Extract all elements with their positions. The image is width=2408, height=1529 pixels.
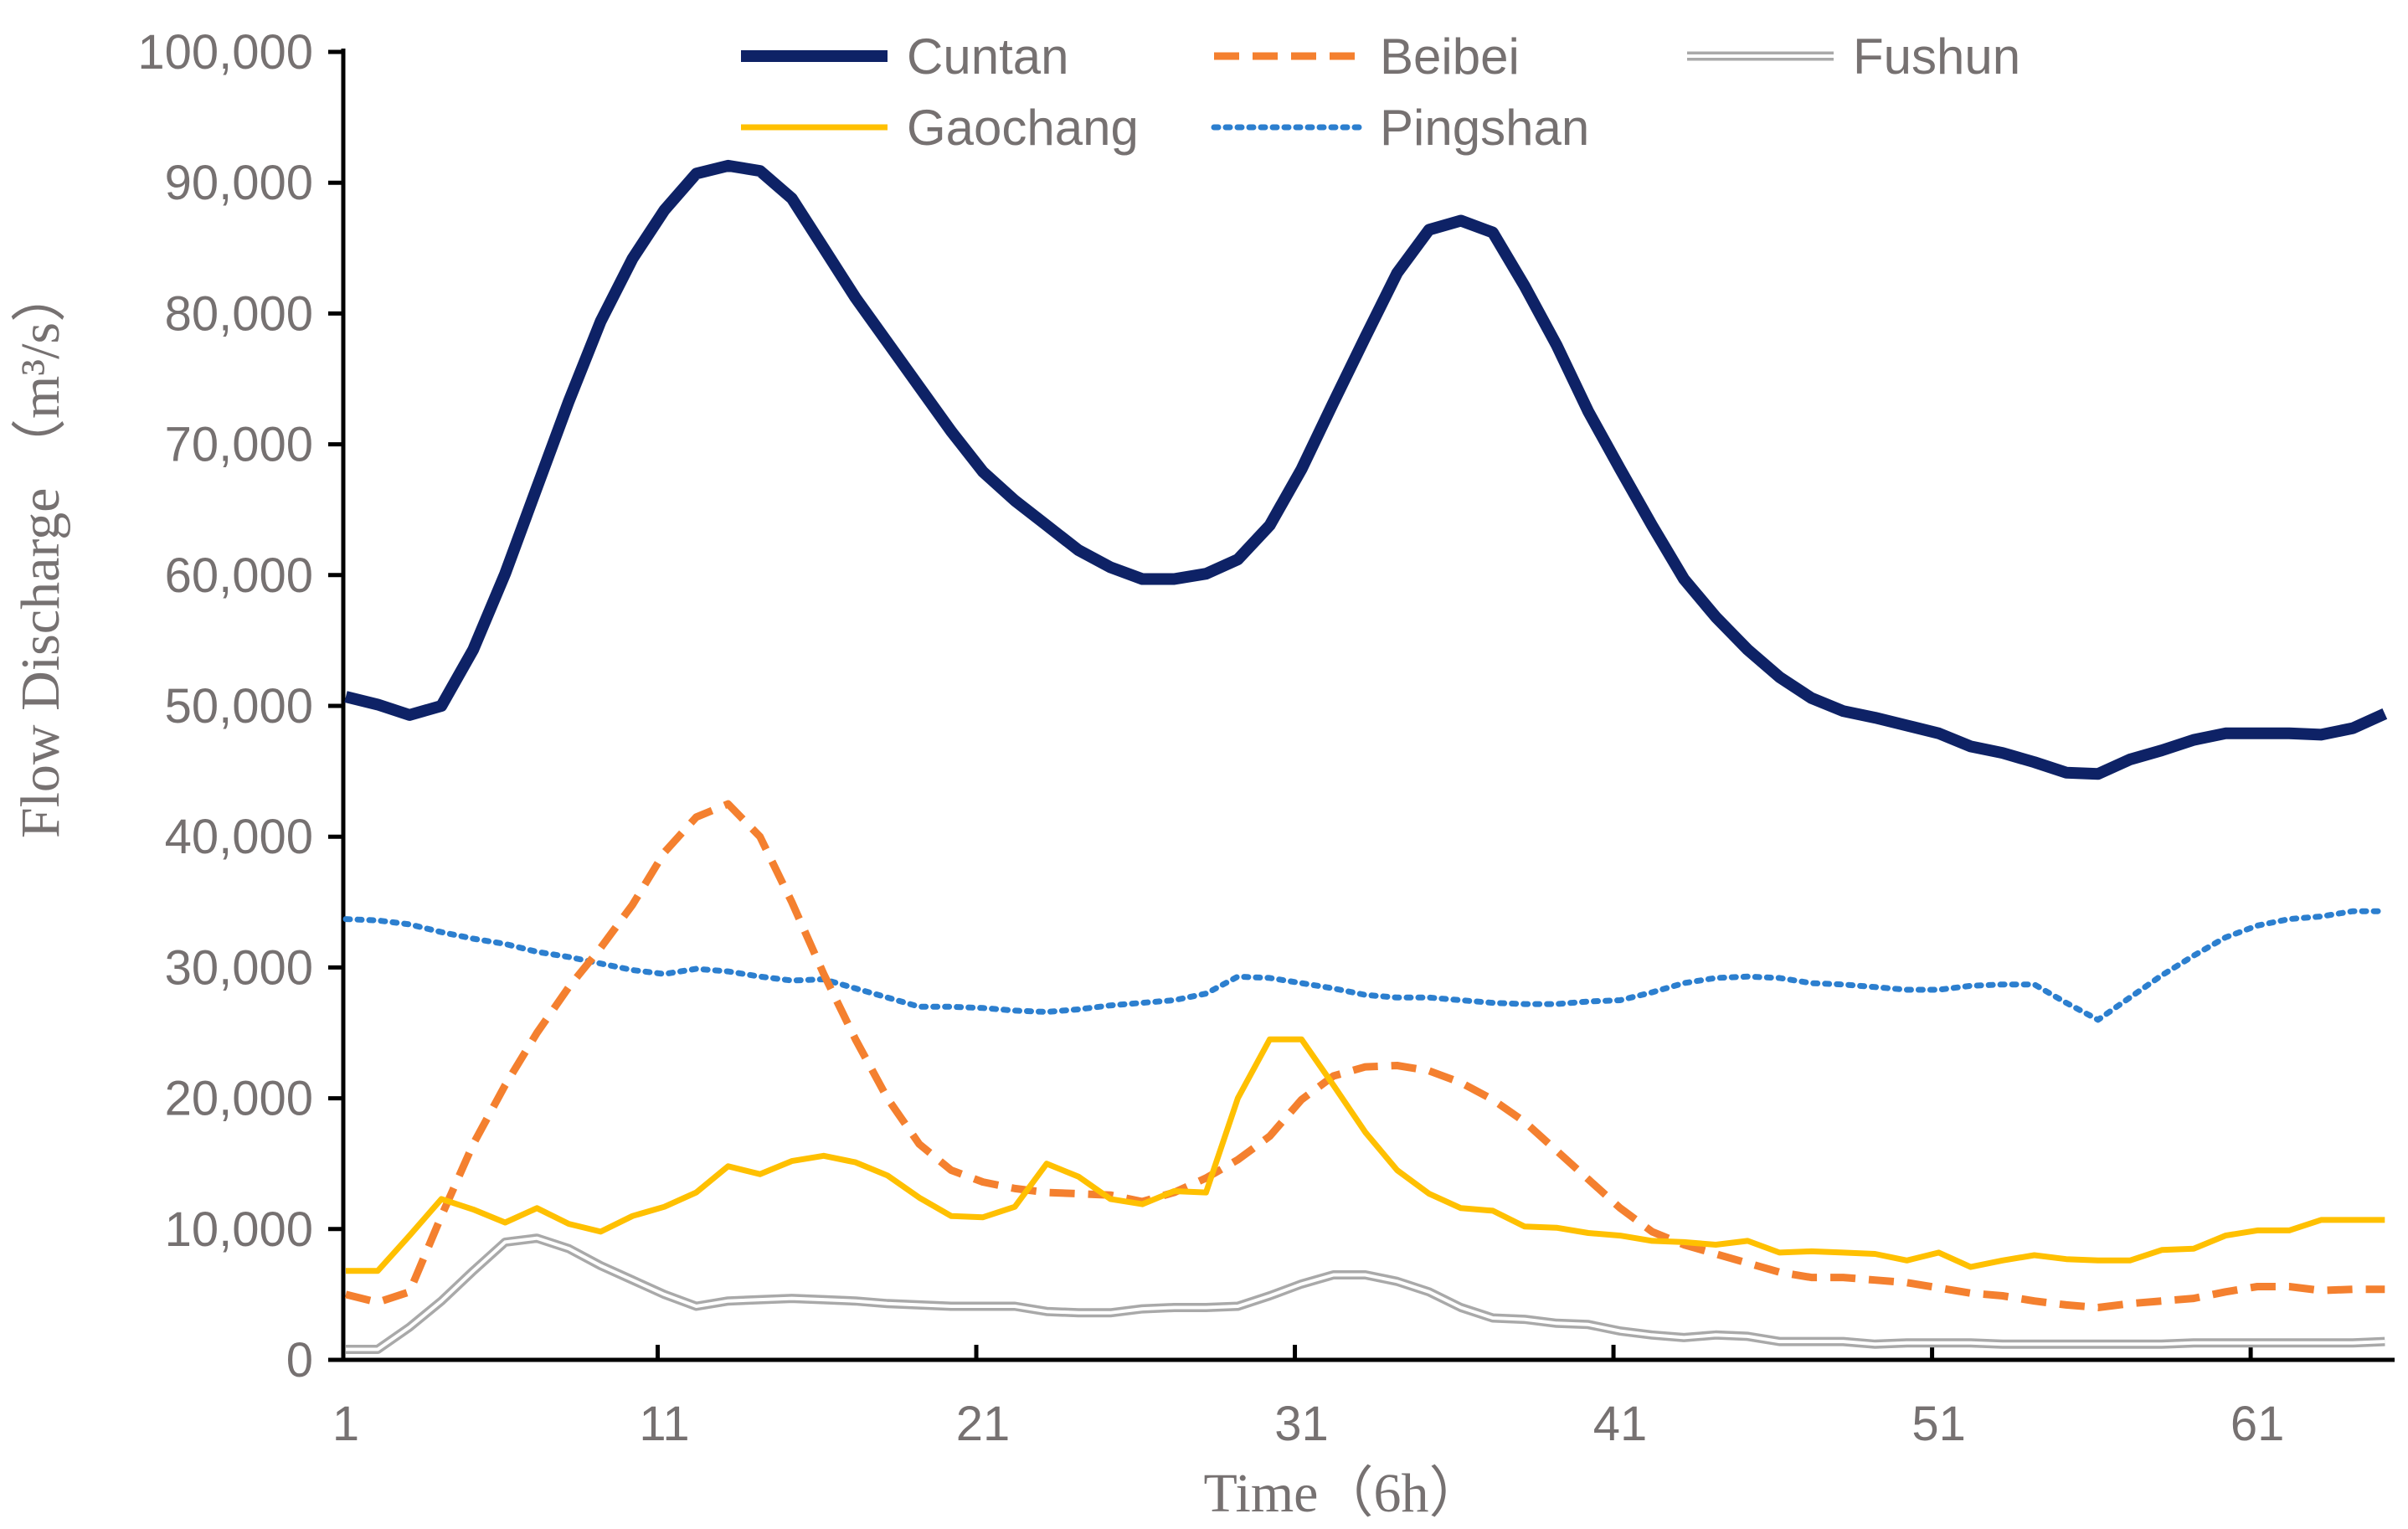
series-beibei [344, 800, 2385, 1311]
y-tick-label: 80,000 [165, 286, 313, 341]
series-gaochang [346, 1036, 2385, 1274]
x-tick-label: 21 [956, 1397, 1011, 1451]
y-tick-label: 50,000 [165, 679, 313, 734]
legend-label: Fushun [1853, 28, 2020, 85]
x-tick-label: 11 [639, 1397, 689, 1451]
legend-item-beibei: Beibei [1214, 28, 1520, 85]
series-line-pingshan [342, 908, 2388, 1023]
y-tick-label: 100,000 [137, 25, 313, 80]
y-tick-label: 30,000 [165, 940, 313, 995]
y-tick-label: 70,000 [165, 418, 313, 472]
legend-item-fushun: Fushun [1687, 28, 2020, 85]
x-tick-label: 51 [1911, 1397, 1966, 1451]
axes: 0 10,000 20,000 30,000 40,000 50,000 60,000 70,… [137, 25, 2395, 1451]
legend-label: Pingshan [1380, 100, 1589, 156]
series-pingshan [342, 908, 2388, 1023]
series-cuntan [344, 159, 2388, 780]
y-tick-label: 10,000 [165, 1202, 313, 1257]
series-line-fushun [346, 1236, 2385, 1351]
series-line-gaochang [346, 1036, 2385, 1274]
y-tick-label: 20,000 [165, 1072, 313, 1126]
series-line-beibei [344, 800, 2385, 1311]
y-tick-label: 60,000 [165, 548, 313, 603]
legend-item-gaochang: Gaochang [741, 100, 1139, 156]
series-layer [342, 159, 2388, 1354]
x-tick-label: 41 [1593, 1397, 1648, 1451]
series-fushun [346, 1233, 2385, 1354]
x-axis-title: Time（6h） [1204, 1463, 1484, 1524]
legend-item-cuntan: Cuntan [741, 28, 1068, 85]
legend-label: Cuntan [907, 28, 1068, 85]
series-line-fushun [346, 1233, 2385, 1354]
y-axis-title: Flow Discharge （m³/s） [10, 267, 71, 838]
y-tick-label: 90,000 [165, 156, 313, 210]
y-tick-label: 40,000 [165, 810, 313, 864]
x-tick-label: 31 [1274, 1397, 1329, 1451]
legend-label: Beibei [1380, 28, 1520, 85]
legend: Cuntan Beibei Fushun Gaochang Pingshan [741, 28, 2020, 156]
y-tick-label: 0 [286, 1333, 313, 1387]
legend-label: Gaochang [907, 100, 1139, 156]
series-line-cuntan [344, 159, 2388, 780]
x-tick-label: 61 [2230, 1397, 2285, 1451]
legend-item-pingshan: Pingshan [1211, 100, 1589, 156]
x-tick-label: 1 [332, 1397, 359, 1451]
